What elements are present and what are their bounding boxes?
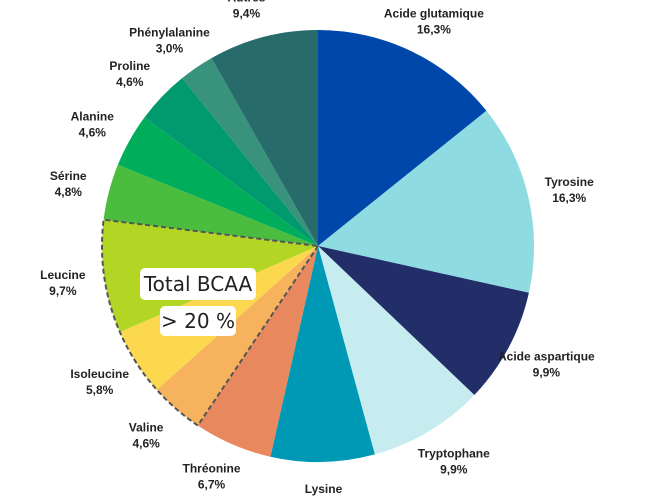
label-isoleucine: Isoleucine 5,8% xyxy=(70,367,129,397)
slice-autres xyxy=(211,29,318,246)
label-lysine: Lysine8,9% xyxy=(305,482,343,500)
label-acide-aspartique: Acide aspartique 9,9% xyxy=(498,350,595,380)
slice-tryptophane xyxy=(318,246,475,455)
slice-proline xyxy=(144,78,318,246)
slice-lysine xyxy=(270,246,375,462)
label-autres: Autres9,4% xyxy=(227,0,265,20)
label-phenylalanine: Phénylalanine 3,0% xyxy=(129,25,210,55)
label-acide-glutamique: Acide glutamique 16,3% xyxy=(384,7,484,37)
bcaa-annotation-line2: > 20 % xyxy=(161,309,235,333)
label-serine: Sérine 4,8% xyxy=(50,169,87,199)
slice-tyrosine xyxy=(318,110,535,293)
slice-acide-aspartique xyxy=(318,246,529,396)
label-tyrosine: Tyrosine 16,3% xyxy=(545,175,594,205)
label-valine: Valine 4,6% xyxy=(129,421,164,451)
label-leucine: Leucine 9,7% xyxy=(40,268,86,298)
label-proline: Proline 4,6% xyxy=(109,59,150,89)
slice-acide-glutamique xyxy=(318,30,487,246)
slice-phenylalanine xyxy=(182,58,318,247)
label-alanine: Alanine 4,6% xyxy=(71,110,115,140)
bcaa-annotation: Total BCAA > 20 % xyxy=(140,268,256,336)
bcaa-annotation-box-1 xyxy=(140,268,256,300)
slice-alanine xyxy=(117,117,318,246)
slice-labels: Acide glutamique 16,3% Tyrosine 16,3% Acide … xyxy=(40,0,595,500)
pie-slices xyxy=(102,29,535,462)
bcaa-annotation-box-2 xyxy=(160,306,236,336)
label-threonine: Thréonine 6,7% xyxy=(182,462,240,492)
label-tryptophane: Tryptophane 9,9% xyxy=(418,447,490,477)
bcaa-annotation-line1: Total BCAA xyxy=(143,272,253,296)
slice-valine xyxy=(156,246,318,426)
slice-threonine xyxy=(197,246,318,457)
